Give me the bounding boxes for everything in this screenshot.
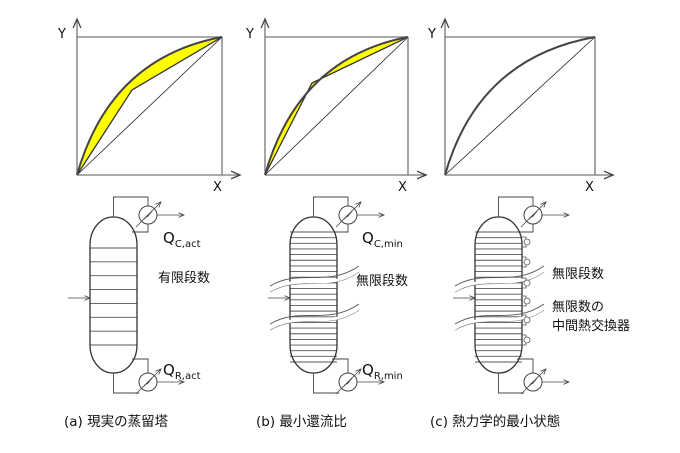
diagonal-line (264, 36, 409, 176)
diagonal-line (76, 36, 223, 176)
condenser-icon-arrow (520, 202, 546, 228)
reboiler-icon-arrow (520, 369, 546, 395)
xy-chart-c (445, 19, 613, 175)
equilibrium-curve (264, 36, 409, 176)
operating-line (76, 36, 223, 176)
side-exchanger-icon (523, 336, 531, 344)
reflux-pipe (132, 224, 149, 233)
side-exchanger-icon (523, 238, 531, 246)
stage-note-c: 無限段数 (552, 267, 604, 282)
break-gap (270, 307, 359, 330)
bottoms-pipe (313, 373, 339, 394)
break-gap (455, 307, 544, 330)
bottoms-pipe (498, 373, 524, 394)
x-axis-label-a: X (213, 180, 222, 195)
exchanger-note-c-line1: 無限数の (552, 300, 604, 315)
condenser-duty-label-b: QC,min (362, 229, 403, 250)
x-axis-label-c: X (585, 180, 594, 195)
side-exchanger-icon (523, 297, 531, 305)
operating-line (264, 36, 409, 176)
break-gap (270, 269, 359, 292)
overhead-pipe (113, 196, 149, 217)
diagonal-line (444, 36, 596, 176)
reboiler-icon-arrow (135, 369, 161, 395)
reflux-pipe (517, 224, 534, 233)
y-axis-label-c: Y (427, 27, 436, 42)
caption-c: (c) 熱力学的最小状態 (430, 414, 560, 430)
equilibrium-curve (444, 36, 596, 176)
xy-chart-b (265, 19, 426, 175)
side-exchanger-icon (523, 316, 531, 324)
y-axis-label-b: Y (245, 27, 254, 42)
condenser-duty-label-a: QC,act (163, 229, 201, 250)
reboil-pipe (132, 358, 149, 373)
reflux-pipe (332, 224, 349, 233)
equilibrium-curve (76, 36, 223, 176)
break-mark (454, 303, 545, 325)
caption-b: (b) 最小還流比 (256, 414, 347, 430)
stage-note-b: 無限段数 (356, 274, 408, 289)
reboiler-icon-arrow (335, 369, 361, 395)
bottoms-pipe (113, 373, 139, 394)
overhead-pipe (498, 196, 534, 217)
column-shell (474, 216, 523, 374)
x-axis-label-b: X (398, 180, 407, 195)
break-mark (269, 303, 360, 325)
reboiler-duty-label-a: QR,act (163, 361, 201, 382)
distillation-column-b (268, 196, 384, 395)
reboil-pipe (332, 358, 349, 373)
side-exchanger-icon (523, 279, 531, 287)
stage-note-a: 有限段数 (158, 271, 210, 286)
exchanger-note-c-line2: 中間熱交換器 (552, 318, 630, 334)
condenser-icon-arrow (335, 202, 361, 228)
condenser-icon-arrow (135, 202, 161, 228)
break-mark (269, 265, 360, 287)
column-shell (289, 216, 338, 374)
xy-chart-a (77, 19, 240, 175)
y-axis-label-a: Y (57, 27, 66, 42)
reboiler-duty-label-b: QR,min (362, 361, 403, 382)
reboil-pipe (517, 358, 534, 373)
caption-a: (a) 現実の蒸留塔 (64, 414, 169, 430)
side-exchanger-icon (523, 258, 531, 266)
overhead-pipe (313, 196, 349, 217)
column-shell (89, 216, 138, 374)
distillation-column-a (68, 196, 184, 395)
break-gap (455, 269, 544, 292)
distillation-column-c (453, 196, 569, 395)
break-mark (454, 265, 545, 287)
